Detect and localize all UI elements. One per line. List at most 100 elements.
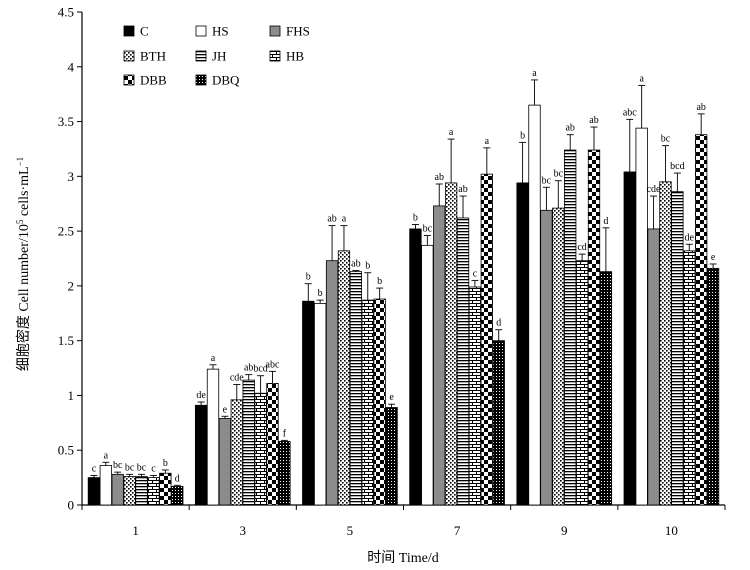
bar (671, 191, 684, 506)
legend-swatch (195, 50, 207, 62)
significance-label: b (163, 458, 168, 469)
significance-label: bc (554, 169, 564, 180)
bar (433, 205, 446, 506)
significance-label: ab (351, 259, 360, 270)
significance-label: bc (661, 134, 671, 145)
bar (87, 477, 101, 506)
legend-label: BTH (140, 49, 166, 64)
significance-label: abc (623, 107, 637, 118)
axes: 0 0.5 1 1.5 2 2.5 3 3.5 4 4.5 1 3 5 7 9 10 (58, 5, 726, 538)
bar (599, 271, 613, 506)
bar (147, 477, 160, 506)
legend-swatch (269, 50, 281, 62)
legend-swatch (123, 25, 135, 37)
bar (421, 244, 434, 506)
bar (695, 134, 708, 506)
legend-label: HS (212, 24, 229, 39)
bar (361, 299, 374, 506)
significance-label: bc (125, 462, 135, 473)
significance-label: d (175, 473, 180, 484)
significance-label: f (283, 428, 287, 439)
significance-label: a (104, 450, 109, 461)
significance-label: b (318, 288, 323, 299)
bar (206, 368, 220, 506)
significance-label: ab (565, 123, 574, 134)
significance-label: ab (458, 184, 467, 195)
bar (587, 149, 601, 506)
bar (230, 399, 243, 506)
significance-label: c (151, 463, 156, 474)
y-axis-label-main: 细胞密度 Cell number/10 (15, 224, 32, 371)
bar (385, 407, 398, 506)
bar (540, 209, 553, 506)
significance-label: de (196, 390, 206, 401)
bar (706, 267, 720, 506)
significance-label: c (473, 268, 478, 279)
bar (314, 303, 327, 506)
significance-label: de (685, 232, 695, 243)
y-tick-label: 1 (68, 388, 75, 403)
x-tick-label: 9 (561, 523, 568, 538)
significance-label: cde (647, 184, 661, 195)
significance-label: d (603, 216, 608, 227)
legend: C HS FHS BTH JH HB DBB DBQ (123, 24, 310, 88)
legend-swatch (123, 50, 135, 62)
bar (516, 182, 529, 506)
significance-label: ab (696, 102, 705, 113)
x-axis-label: 时间 Time/d (367, 550, 438, 566)
legend-label: DBB (140, 73, 167, 88)
bar (528, 104, 541, 506)
bar (99, 465, 112, 506)
y-tick-label: 2.5 (58, 224, 74, 239)
bar (552, 207, 565, 506)
significance-label: bc (137, 462, 147, 473)
bar (444, 182, 458, 506)
significance-label: a (449, 127, 454, 138)
x-tick-label: 3 (240, 523, 247, 538)
significance-label: bcd (670, 161, 684, 172)
x-tick-label: 1 (132, 523, 139, 538)
significance-label: a (342, 214, 347, 225)
bar (409, 228, 422, 506)
bar (349, 271, 363, 506)
significance-label: b (306, 272, 311, 283)
significance-label: e (711, 252, 716, 263)
legend-label: C (140, 24, 149, 39)
y-axis-label-unit-exponent: −1 (15, 157, 25, 167)
bar (278, 441, 291, 506)
significance-label: b (413, 213, 418, 224)
y-tick-label: 0.5 (58, 443, 74, 458)
bar (683, 250, 696, 506)
bar (647, 228, 660, 506)
significance-label: bc (542, 175, 552, 186)
y-tick-label: 4 (68, 59, 75, 74)
significance-label: ab (327, 214, 336, 225)
legend-label: FHS (286, 24, 310, 39)
significance-label: bc (113, 460, 123, 471)
bar (659, 181, 672, 506)
bar (159, 472, 172, 506)
x-tick-label: 7 (454, 523, 461, 538)
bar (468, 286, 482, 506)
y-tick-label: 1.5 (58, 333, 74, 348)
y-tick-label: 3 (68, 169, 75, 184)
bar (171, 485, 184, 506)
y-axis-label-unit: cells·mL (17, 166, 32, 219)
bar (194, 404, 208, 506)
x-tick-label: 10 (665, 523, 678, 538)
y-tick-label: 2 (68, 278, 75, 293)
bar (564, 149, 577, 506)
significance-label: ab (435, 172, 444, 183)
bar (575, 260, 589, 506)
legend-label: HB (286, 49, 304, 64)
legend-label: JH (212, 49, 226, 64)
significance-label: b (377, 276, 382, 287)
significance-label: d (496, 318, 501, 329)
significance-label: bc (423, 223, 433, 234)
bar (492, 340, 505, 506)
bar (254, 392, 267, 506)
significance-label: c (92, 463, 97, 474)
bar (456, 217, 470, 506)
bar (373, 298, 386, 506)
